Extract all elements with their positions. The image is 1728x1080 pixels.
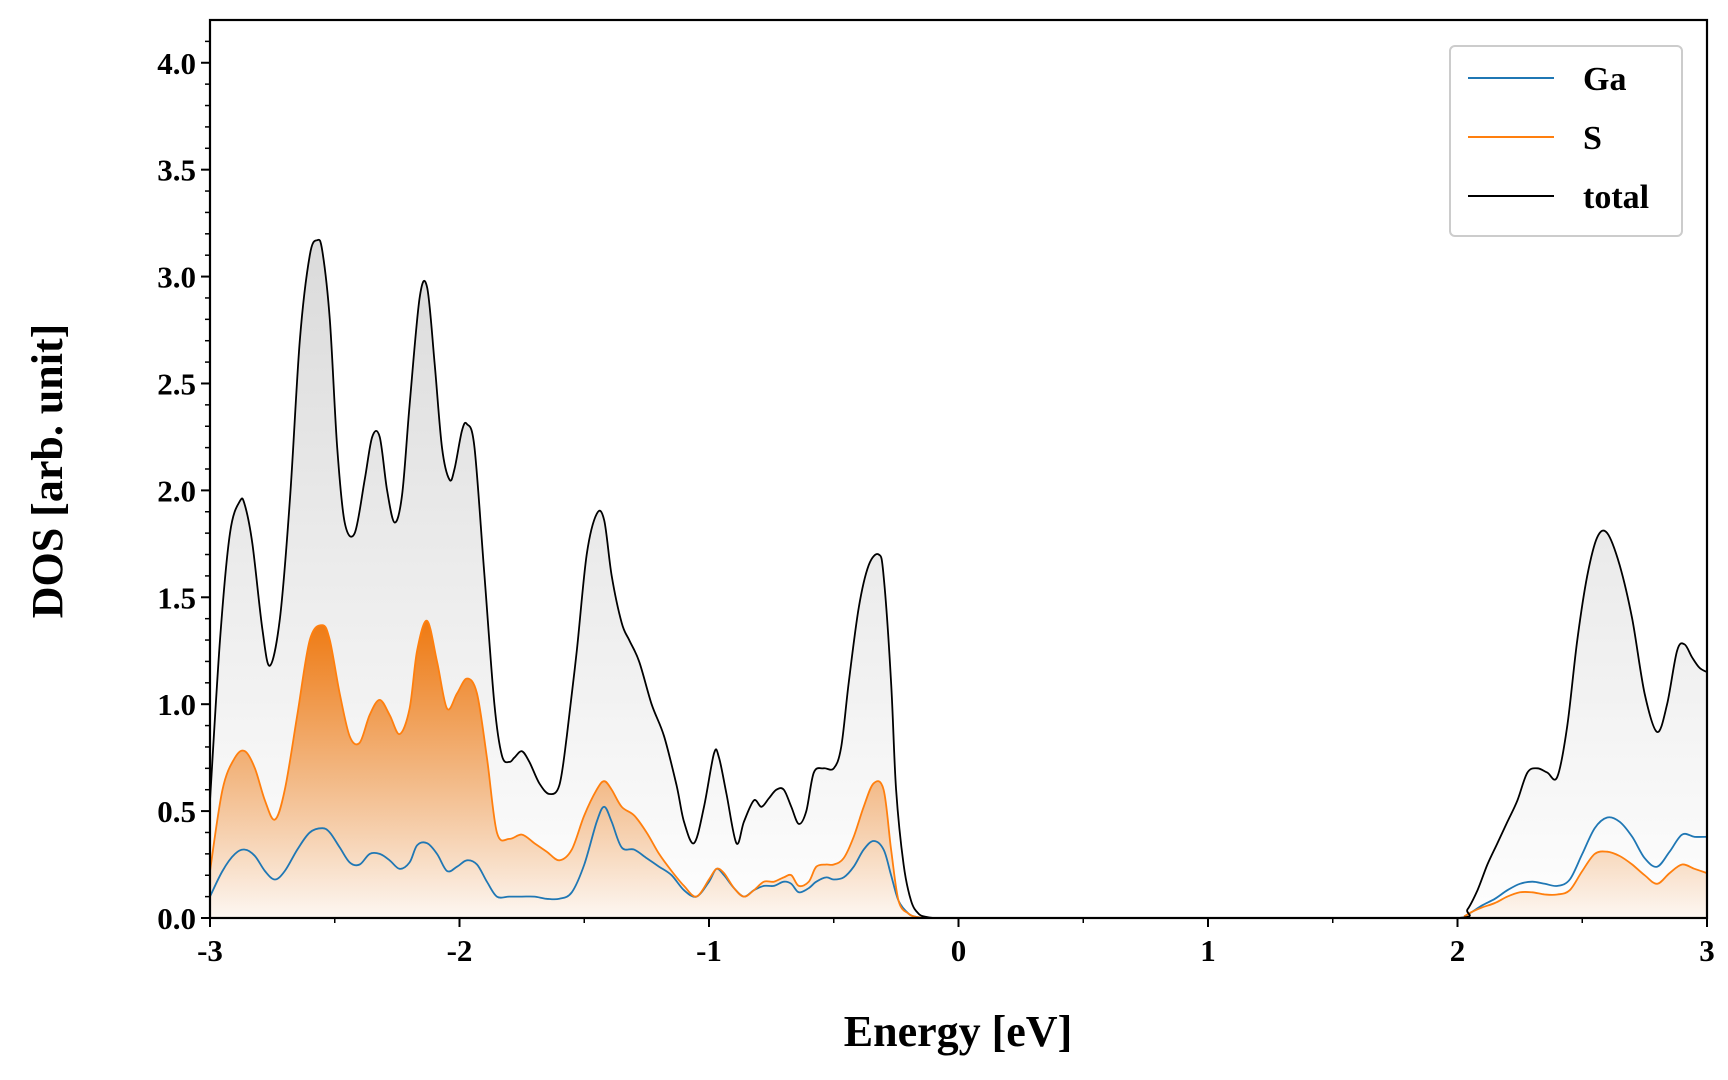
legend-label-ga: Ga xyxy=(1583,61,1626,98)
x-tick-label: 3 xyxy=(1699,933,1715,968)
series-line-total xyxy=(210,238,1707,918)
y-tick-label: 1.5 xyxy=(157,580,196,615)
x-tick-label: 2 xyxy=(1450,933,1466,968)
y-tick-label: 0.0 xyxy=(157,901,196,936)
y-tick-label: 2.0 xyxy=(157,473,196,508)
x-tick-label: -1 xyxy=(696,933,722,968)
y-tick-label: 2.5 xyxy=(157,366,196,401)
legend-label-total: total xyxy=(1583,179,1649,216)
y-axis-title: DOS [arb. unit] xyxy=(23,324,72,619)
x-tick-label: 0 xyxy=(951,933,967,968)
y-tick-label: 4.0 xyxy=(157,46,196,81)
legend-box xyxy=(1449,45,1683,237)
y-tick-label: 1.0 xyxy=(157,687,196,722)
legend-label-s: S xyxy=(1583,120,1602,157)
y-tick-label: 3.0 xyxy=(157,260,196,295)
fill-area-s xyxy=(210,620,1707,918)
y-tick-label: 0.5 xyxy=(157,794,196,829)
x-tick-label: -3 xyxy=(197,933,223,968)
x-tick-label: -2 xyxy=(447,933,473,968)
series-line-s xyxy=(210,619,1707,918)
x-tick-label: 1 xyxy=(1200,933,1216,968)
y-tick-label: 3.5 xyxy=(157,153,196,188)
x-axis-title: Energy [eV] xyxy=(844,1007,1073,1056)
fill-area-total xyxy=(210,239,1707,918)
